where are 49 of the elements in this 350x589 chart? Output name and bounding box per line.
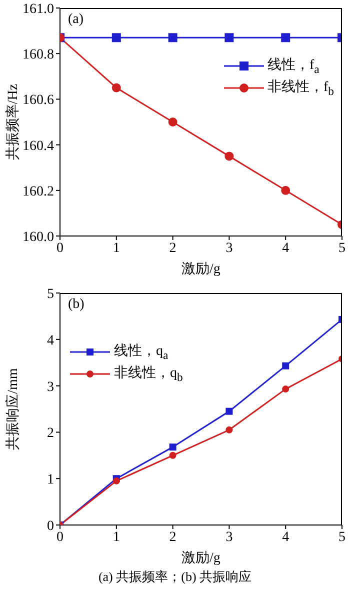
point [169, 444, 176, 451]
x-tick-label: 2 [169, 530, 176, 545]
point [112, 83, 121, 92]
x-axis-title: 激励/g [180, 550, 222, 567]
point [224, 152, 234, 161]
point [282, 386, 290, 393]
y-tick-label: 160.6 [22, 93, 54, 108]
point [169, 452, 176, 459]
y-tick-label: 5 [47, 286, 54, 302]
y-tick-label: 2 [47, 426, 54, 442]
y-tick-label: 161.0 [22, 2, 54, 17]
text: (a) 共振频率；(b) 共振响应 [97, 568, 253, 586]
y-tick-label: 160.0 [22, 230, 54, 245]
point [226, 408, 233, 415]
x-tick-label: 3 [226, 530, 233, 545]
y-tick-label: 1 [47, 472, 54, 488]
x-tick-label: 4 [282, 240, 290, 256]
legend-label: 非线性，f$_{b}$ [268, 78, 334, 98]
legend-label: 线性，f$_{a}$ [268, 56, 320, 76]
x-tick-label: 1 [112, 240, 120, 256]
point [168, 33, 178, 42]
point [281, 186, 290, 195]
y-tick-label: 160.8 [22, 48, 54, 63]
legend-label: 线性，q$_{a}$ [114, 342, 168, 362]
x-axis-title: 激励/g [180, 260, 222, 278]
point [282, 362, 290, 370]
chart-title: (b) [68, 297, 84, 313]
x-tick-label: 5 [338, 240, 346, 256]
y-tick-label: 160.2 [22, 184, 54, 200]
x-tick-label: 2 [169, 240, 176, 256]
x-tick-label: 0 [56, 240, 64, 256]
x-tick-label: 1 [112, 530, 120, 545]
y-tick-label: 4 [47, 333, 54, 348]
y-axis-title: 共振频率/Hz [5, 82, 22, 162]
chart-title: (a) [68, 12, 84, 28]
x-tick-label: 5 [338, 530, 346, 545]
point [226, 426, 233, 434]
x-tick-label: 0 [56, 530, 64, 545]
legend-label: 非线性，q$_{b}$ [114, 364, 183, 384]
y-tick-label: 0 [47, 518, 54, 534]
point [281, 33, 290, 42]
point [112, 33, 121, 42]
y-tick-label: 160.4 [22, 138, 54, 154]
x-tick-label: 3 [226, 240, 233, 256]
y-tick-label: 3 [47, 380, 54, 395]
x-tick-label: 4 [282, 530, 290, 545]
point [168, 118, 178, 126]
point [224, 33, 234, 42]
y-axis-title: 共振响应/mm [5, 367, 22, 452]
